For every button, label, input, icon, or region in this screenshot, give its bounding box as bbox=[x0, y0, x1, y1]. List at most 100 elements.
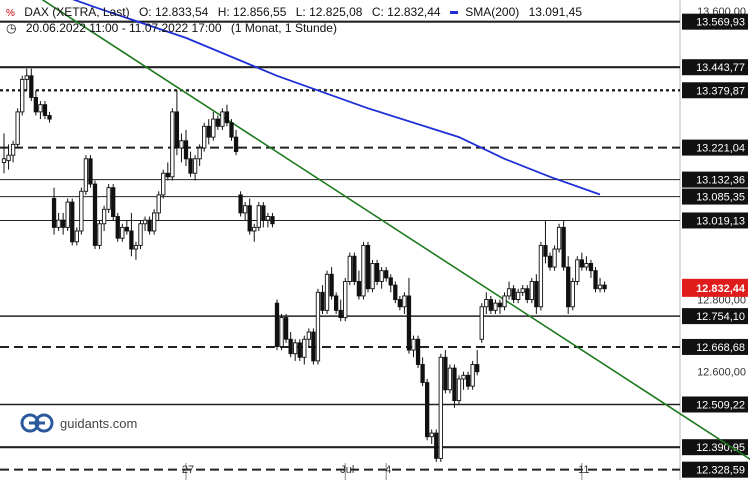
close-value: C: 12.832,44 bbox=[371, 5, 441, 19]
candle-body bbox=[479, 306, 484, 340]
candle-body bbox=[415, 338, 421, 365]
sma-line bbox=[72, 0, 601, 196]
candle-body bbox=[192, 158, 198, 174]
candle-body bbox=[56, 219, 61, 228]
candle-body bbox=[151, 212, 157, 232]
candle-body bbox=[165, 172, 170, 178]
candle-body bbox=[406, 295, 412, 351]
level-label: 13.569,93 bbox=[696, 17, 745, 29]
candle-body bbox=[552, 248, 557, 268]
candle-body bbox=[106, 187, 111, 210]
candle-body bbox=[411, 338, 416, 351]
sma-label: SMA(200) bbox=[465, 5, 520, 19]
candle-body bbox=[1, 158, 7, 163]
candle-body bbox=[224, 111, 230, 124]
candle-body bbox=[47, 115, 52, 120]
candle-body bbox=[425, 382, 430, 438]
candle-body bbox=[516, 291, 521, 300]
candle-body bbox=[352, 255, 357, 282]
candle-body bbox=[142, 219, 148, 225]
y-tick-label: 12.600,00 bbox=[697, 367, 746, 379]
candle-body bbox=[588, 263, 594, 272]
candle-body bbox=[129, 230, 134, 250]
x-tick-label: 27 bbox=[182, 464, 194, 476]
candle-body bbox=[324, 273, 330, 311]
candle-body bbox=[374, 263, 380, 282]
level-label: 12.390,95 bbox=[696, 442, 745, 454]
candle-body bbox=[566, 266, 571, 308]
candle-body bbox=[311, 331, 316, 362]
candle-body bbox=[79, 190, 84, 232]
level-label: 12.509,22 bbox=[696, 399, 745, 411]
guidants-logo: guidants.com bbox=[20, 412, 137, 434]
candle-body bbox=[147, 219, 152, 232]
level-label: 13.221,04 bbox=[696, 143, 745, 155]
high-value: H: 12.856,55 bbox=[217, 5, 287, 19]
level-label: 13.379,87 bbox=[696, 85, 745, 97]
candle-body bbox=[133, 244, 139, 250]
level-label: 13.443,77 bbox=[696, 62, 745, 74]
candle-body bbox=[302, 338, 307, 358]
candle-body bbox=[465, 374, 471, 387]
candle-body bbox=[525, 288, 530, 300]
candle-body bbox=[247, 205, 252, 232]
candle-body bbox=[88, 158, 93, 185]
level-label: 12.668,68 bbox=[696, 342, 745, 354]
candle-body bbox=[124, 226, 130, 232]
candle-body bbox=[461, 374, 466, 380]
candle-body bbox=[575, 259, 580, 282]
candle-body bbox=[584, 263, 589, 268]
candle-body bbox=[443, 356, 448, 391]
candle-body bbox=[179, 140, 184, 149]
candle-body bbox=[456, 378, 462, 402]
level-label: 12.328,59 bbox=[696, 465, 745, 477]
candle-body bbox=[488, 299, 493, 311]
candle-body bbox=[61, 219, 66, 228]
candle-body bbox=[293, 342, 298, 355]
candle-body bbox=[233, 136, 239, 153]
level-label-box bbox=[682, 212, 748, 229]
candle-body bbox=[306, 331, 311, 340]
candle-body bbox=[502, 295, 507, 308]
instrument-icon: % bbox=[6, 8, 15, 19]
current-price-box bbox=[682, 278, 748, 297]
x-tick-label: 4 bbox=[385, 464, 391, 476]
candle-body bbox=[579, 259, 585, 268]
candle-body bbox=[388, 277, 393, 286]
candle-body bbox=[161, 172, 166, 196]
candle-body bbox=[97, 223, 102, 246]
candle-body bbox=[452, 367, 457, 402]
candle-body bbox=[279, 317, 284, 347]
candle-body bbox=[242, 205, 248, 214]
candle-body bbox=[238, 194, 243, 214]
candle-body bbox=[220, 111, 225, 127]
candle-body bbox=[475, 364, 480, 373]
candle-body bbox=[529, 281, 534, 300]
candle-body bbox=[511, 288, 516, 300]
candle-body bbox=[365, 244, 371, 290]
interval-label: (1 Monat, 1 Stunde) bbox=[230, 21, 337, 35]
candle-body bbox=[538, 244, 544, 308]
candle-body bbox=[470, 364, 475, 387]
candle-body bbox=[138, 223, 143, 246]
candle-body bbox=[202, 125, 207, 149]
candle-body bbox=[343, 281, 348, 319]
candle-body bbox=[370, 263, 375, 290]
level-label-box bbox=[682, 188, 748, 205]
candle-body bbox=[38, 104, 43, 113]
candle-body bbox=[520, 288, 525, 293]
candle-body bbox=[556, 226, 562, 250]
candle-body bbox=[70, 201, 75, 243]
candle-body bbox=[20, 78, 25, 113]
level-label-box bbox=[682, 308, 748, 325]
candle-body bbox=[29, 75, 34, 98]
candle-body bbox=[92, 183, 98, 246]
candle-body bbox=[229, 122, 234, 138]
candle-body bbox=[543, 244, 548, 257]
candle-body bbox=[361, 244, 366, 297]
guidants-logo-icon bbox=[20, 413, 54, 433]
candle-body bbox=[338, 309, 343, 319]
level-label-box bbox=[682, 82, 748, 99]
candle-body bbox=[270, 216, 275, 225]
